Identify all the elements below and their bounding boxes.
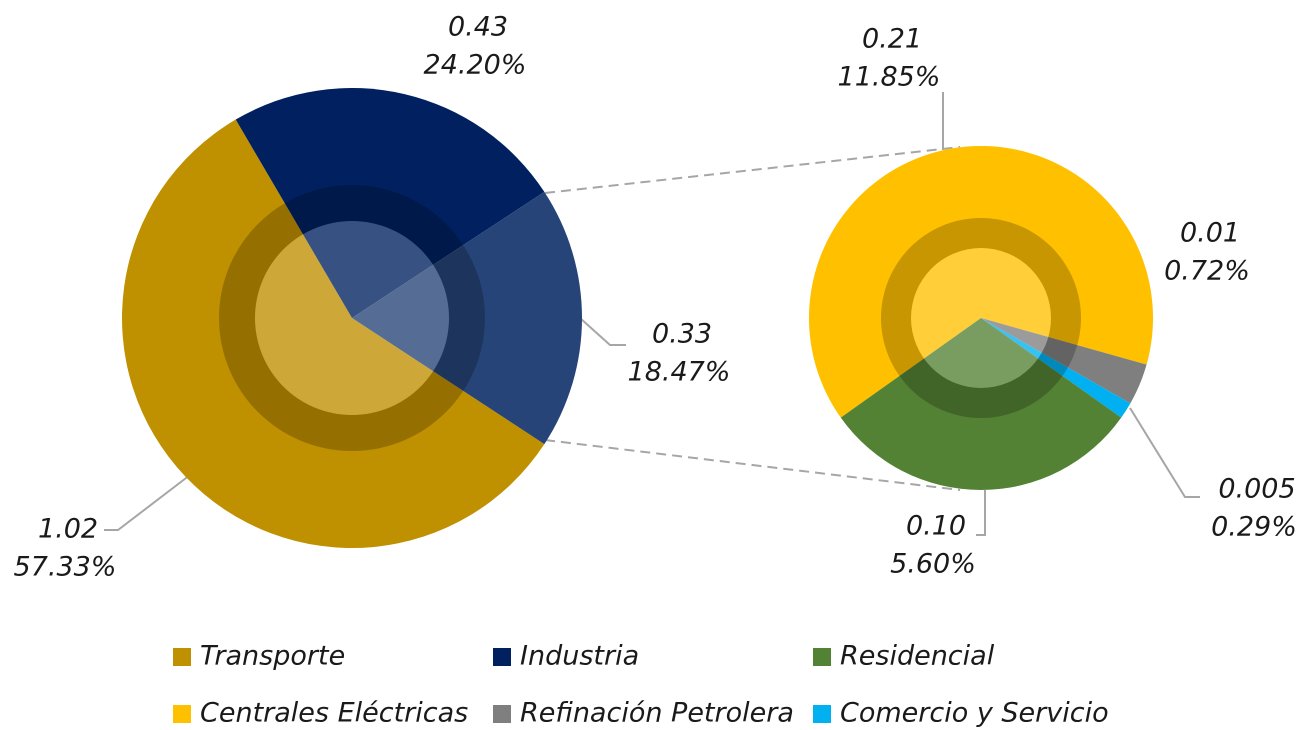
leader-line xyxy=(104,474,191,531)
connector-line xyxy=(544,146,961,194)
inner-highlight xyxy=(255,221,449,415)
legend-swatch xyxy=(813,648,831,666)
pie-slice xyxy=(840,318,1122,490)
inner-ring xyxy=(881,218,1081,418)
pie xyxy=(809,145,1154,490)
legend: Transporte Industria Residencial Centrales … xyxy=(173,641,1109,729)
value-label: 1.02 xyxy=(38,514,98,545)
legend-label: Industria xyxy=(520,641,639,672)
pie-slice xyxy=(981,318,1147,404)
pie-slice xyxy=(235,88,545,318)
percentage-label: 0.29% xyxy=(1211,512,1297,543)
legend-label: Centrales Eléctricas xyxy=(200,698,468,729)
pie-slice xyxy=(121,119,545,548)
connector-line xyxy=(544,439,961,491)
percentage-label: 18.47% xyxy=(628,357,731,388)
pie-slice xyxy=(809,145,1154,418)
inner-highlight xyxy=(911,248,1051,388)
pie xyxy=(121,88,582,548)
percentage-label: 57.33% xyxy=(14,552,117,583)
legend-label: Comercio y Servicio xyxy=(840,698,1109,729)
percentage-label: 0.72% xyxy=(1164,256,1250,287)
percentage-label: 24.20% xyxy=(424,50,527,81)
legend-label: Refinación Petrolera xyxy=(520,698,794,729)
leader-line xyxy=(976,490,986,536)
connectors xyxy=(544,146,961,491)
legend-swatch xyxy=(493,705,511,723)
value-label: 0.33 xyxy=(652,319,712,350)
legend-swatch xyxy=(173,705,191,723)
legend-label: Residencial xyxy=(840,641,995,672)
pie-slice xyxy=(352,191,582,445)
legend-swatch xyxy=(493,648,511,666)
value-label: 0.21 xyxy=(862,24,922,55)
legend-swatch xyxy=(173,648,191,666)
legend-label: Transporte xyxy=(200,641,345,672)
leader-lines xyxy=(104,92,1200,536)
value-label: 0.10 xyxy=(906,511,966,542)
leader-line xyxy=(1129,407,1200,498)
percentage-label: 11.85% xyxy=(838,62,941,93)
value-label: 0.43 xyxy=(448,12,508,43)
percentage-label: 5.60% xyxy=(890,549,976,580)
legend-swatch xyxy=(813,705,831,723)
value-label: 0.01 xyxy=(1180,218,1240,249)
leader-line xyxy=(579,317,626,346)
value-label: 0.005 xyxy=(1218,474,1295,505)
pie-slice xyxy=(981,318,1131,418)
